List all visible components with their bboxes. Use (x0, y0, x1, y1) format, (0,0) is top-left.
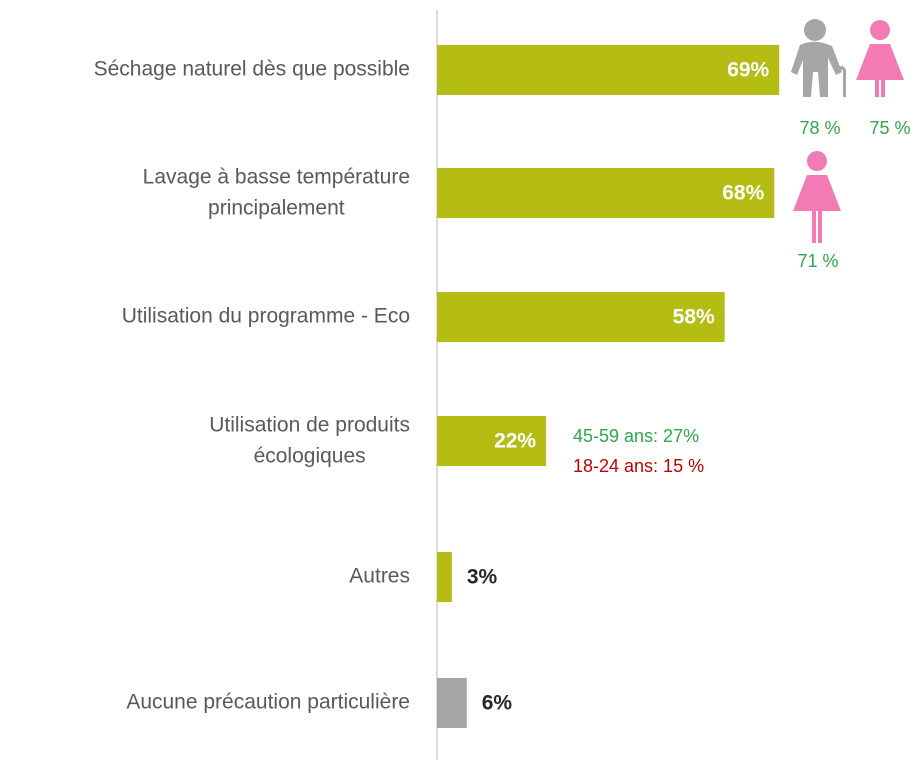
woman-icon (856, 20, 904, 97)
value-label: 3% (467, 566, 498, 589)
value-label: 58% (673, 306, 715, 329)
value-label: 69% (727, 59, 769, 82)
category-label: Aucune précaution particulière (126, 691, 410, 714)
value-label: 22% (494, 430, 536, 453)
value-label: 68% (722, 182, 764, 205)
woman-icon (793, 151, 841, 243)
category-label: Autres (349, 565, 410, 588)
bar (437, 552, 452, 602)
annotation: 78 % (799, 118, 840, 138)
value-label: 6% (482, 692, 513, 715)
bar (437, 168, 775, 218)
category-label: Utilisation du programme - Eco (122, 305, 410, 328)
category-label: Séchage naturel dès que possible (94, 58, 410, 81)
elderly-icon (791, 19, 846, 97)
annotation: 18-24 ans: 15 % (573, 456, 704, 476)
bar (437, 678, 467, 728)
category-label: Lavage à basse température principalement (143, 165, 410, 219)
category-label: Utilisation de produits écologiques (209, 413, 410, 467)
bar (437, 292, 725, 342)
annotation: 75 % (869, 118, 910, 138)
annotation: 71 % (797, 251, 838, 271)
annotation: 45-59 ans: 27% (573, 426, 699, 446)
bar (437, 416, 547, 466)
bar (437, 45, 780, 95)
